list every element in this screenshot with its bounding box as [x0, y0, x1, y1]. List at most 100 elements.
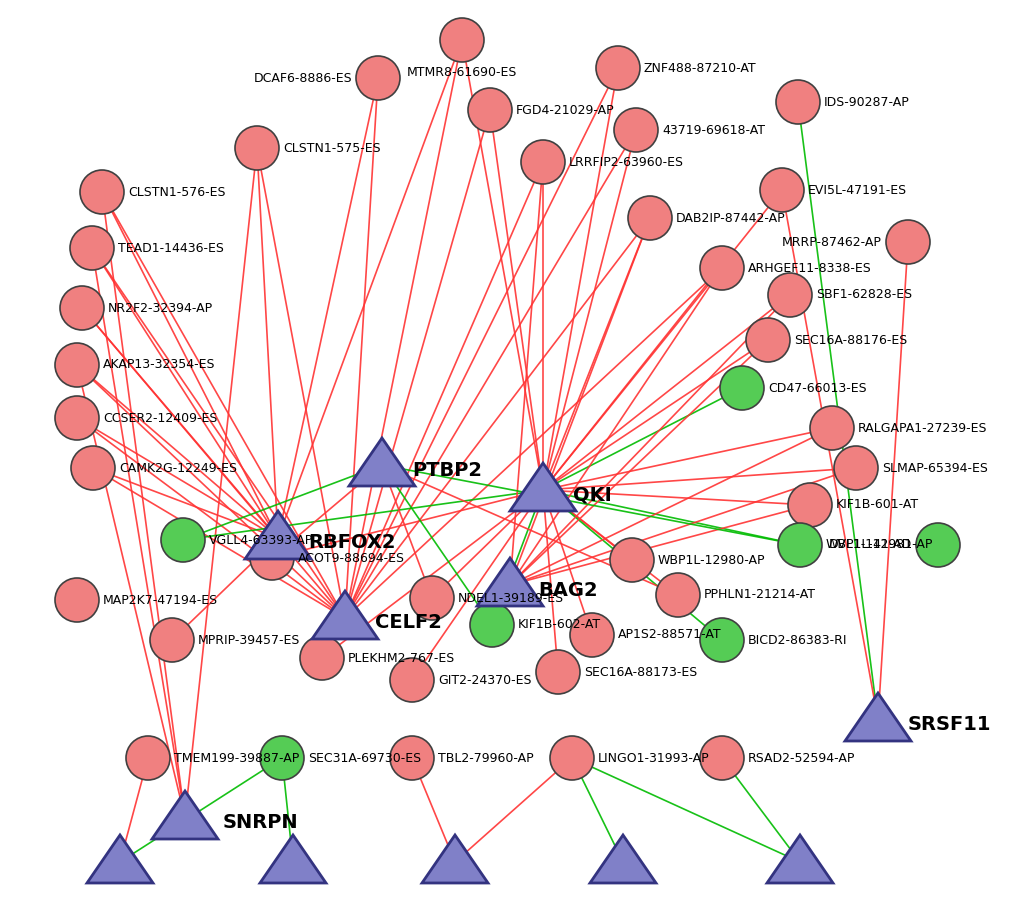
Text: FGD4-21029-AP: FGD4-21029-AP: [516, 104, 614, 117]
Polygon shape: [422, 835, 487, 883]
Text: CD47-66013-ES: CD47-66013-ES: [767, 382, 866, 395]
Circle shape: [570, 613, 613, 657]
Text: CLSTN1-576-ES: CLSTN1-576-ES: [127, 185, 225, 198]
Circle shape: [468, 88, 512, 132]
Text: CCSER2-12409-ES: CCSER2-12409-ES: [103, 411, 217, 424]
Polygon shape: [152, 791, 218, 839]
Circle shape: [788, 483, 832, 527]
Text: RBFOX2: RBFOX2: [308, 533, 395, 553]
Circle shape: [389, 736, 433, 780]
Circle shape: [699, 618, 743, 662]
Text: BICD2-86383-RI: BICD2-86383-RI: [747, 633, 847, 646]
Circle shape: [126, 736, 170, 780]
Circle shape: [886, 220, 929, 264]
Circle shape: [609, 538, 653, 582]
Text: 43719-69618-AT: 43719-69618-AT: [661, 124, 764, 137]
Circle shape: [389, 658, 433, 702]
Circle shape: [60, 286, 104, 330]
Text: GIT2-24370-ES: GIT2-24370-ES: [437, 674, 531, 687]
Text: SBF1-62828-ES: SBF1-62828-ES: [815, 288, 911, 301]
Circle shape: [70, 226, 114, 270]
Text: KIF1B-602-AT: KIF1B-602-AT: [518, 619, 600, 632]
Text: KIF1B-601-AT: KIF1B-601-AT: [836, 498, 918, 511]
Text: CAMK2G-12249-ES: CAMK2G-12249-ES: [119, 462, 236, 475]
Circle shape: [834, 446, 877, 490]
Circle shape: [699, 246, 743, 290]
Circle shape: [55, 396, 99, 440]
Text: MTMR8-61690-ES: MTMR8-61690-ES: [407, 66, 517, 79]
Circle shape: [699, 736, 743, 780]
Text: MRRP-87462-AP: MRRP-87462-AP: [782, 236, 881, 249]
Circle shape: [79, 170, 124, 214]
Circle shape: [613, 108, 657, 152]
Text: IDS-90287-AP: IDS-90287-AP: [823, 95, 909, 108]
Text: ARHGEF11-8338-ES: ARHGEF11-8338-ES: [747, 262, 871, 274]
Polygon shape: [260, 835, 326, 883]
Text: MPRIP-39457-ES: MPRIP-39457-ES: [198, 633, 300, 646]
Text: SRSF11: SRSF11: [907, 715, 990, 734]
Text: DVL1-141-AD: DVL1-141-AD: [828, 539, 911, 552]
Circle shape: [410, 576, 453, 620]
Circle shape: [767, 273, 811, 317]
Text: SNRPN: SNRPN: [223, 813, 299, 833]
Polygon shape: [477, 558, 542, 606]
Circle shape: [809, 406, 853, 450]
Circle shape: [260, 736, 304, 780]
Text: PLEKHM2-767-ES: PLEKHM2-767-ES: [347, 652, 454, 665]
Text: TMEM199-39887-AP: TMEM199-39887-AP: [174, 752, 299, 765]
Text: ZNF488-87210-AT: ZNF488-87210-AT: [643, 62, 756, 74]
Polygon shape: [844, 693, 910, 741]
Text: CELF2: CELF2: [375, 613, 441, 633]
Text: LRRFIP2-63960-ES: LRRFIP2-63960-ES: [569, 155, 684, 169]
Text: ACOT9-88694-ES: ACOT9-88694-ES: [298, 552, 405, 565]
Circle shape: [549, 736, 593, 780]
Text: SLMAP-65394-ES: SLMAP-65394-ES: [881, 462, 987, 475]
Text: TEAD1-14436-ES: TEAD1-14436-ES: [118, 241, 223, 254]
Circle shape: [234, 126, 279, 170]
Circle shape: [535, 650, 580, 694]
Circle shape: [759, 168, 803, 212]
Text: DAB2IP-87442-AP: DAB2IP-87442-AP: [676, 211, 785, 225]
Circle shape: [628, 196, 672, 240]
Circle shape: [719, 366, 763, 410]
Circle shape: [775, 80, 819, 124]
Circle shape: [915, 523, 959, 567]
Text: DCAF6-8886-ES: DCAF6-8886-ES: [253, 72, 352, 84]
Circle shape: [150, 618, 194, 662]
Polygon shape: [348, 438, 415, 486]
Polygon shape: [510, 463, 576, 511]
Polygon shape: [87, 835, 153, 883]
Text: BAG2: BAG2: [537, 580, 597, 599]
Text: RSAD2-52594-AP: RSAD2-52594-AP: [747, 752, 855, 765]
Circle shape: [470, 603, 514, 647]
Circle shape: [595, 46, 639, 90]
Circle shape: [161, 518, 205, 562]
Text: QKI: QKI: [573, 486, 611, 505]
Text: CLSTN1-575-ES: CLSTN1-575-ES: [282, 141, 380, 154]
Circle shape: [300, 636, 343, 680]
Circle shape: [521, 140, 565, 184]
Text: EVI5L-47191-ES: EVI5L-47191-ES: [807, 184, 906, 196]
Text: SEC31A-69730-ES: SEC31A-69730-ES: [308, 752, 421, 765]
Text: MAP2K7-47194-ES: MAP2K7-47194-ES: [103, 594, 218, 607]
Text: NR2F2-32394-AP: NR2F2-32394-AP: [108, 301, 213, 315]
Circle shape: [439, 18, 484, 62]
Circle shape: [745, 318, 790, 362]
Circle shape: [250, 536, 293, 580]
Text: AKAP13-32354-ES: AKAP13-32354-ES: [103, 359, 215, 372]
Polygon shape: [766, 835, 833, 883]
Text: SEC16A-88176-ES: SEC16A-88176-ES: [793, 333, 906, 346]
Circle shape: [356, 56, 399, 100]
Circle shape: [55, 578, 99, 622]
Text: LINGO1-31993-AP: LINGO1-31993-AP: [597, 752, 709, 765]
Circle shape: [71, 446, 115, 490]
Text: NDEL1-39189-ES: NDEL1-39189-ES: [458, 591, 564, 604]
Text: TBL2-79960-AP: TBL2-79960-AP: [437, 752, 533, 765]
Text: SEC16A-88173-ES: SEC16A-88173-ES: [584, 666, 697, 678]
Text: WBP1L-12980-AP: WBP1L-12980-AP: [657, 554, 764, 566]
Text: WBP1L-12981-AP: WBP1L-12981-AP: [825, 539, 932, 552]
Text: RALGAPA1-27239-ES: RALGAPA1-27239-ES: [857, 421, 986, 434]
Polygon shape: [312, 591, 378, 639]
Text: PTBP2: PTBP2: [412, 461, 482, 479]
Polygon shape: [589, 835, 655, 883]
